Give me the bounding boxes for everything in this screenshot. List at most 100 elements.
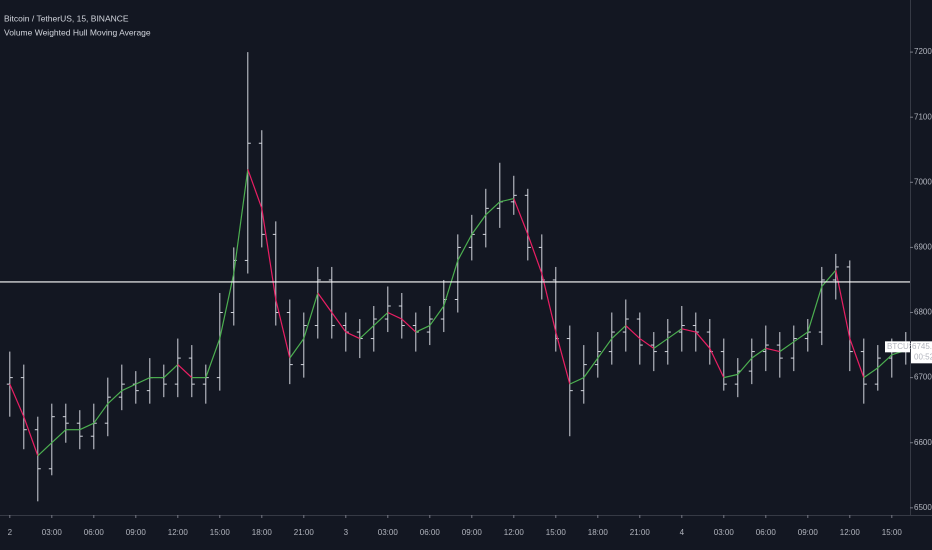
hma-segment: [261, 208, 277, 300]
y-tick-label: 7000.00: [914, 177, 932, 186]
hma-segment: [513, 198, 529, 235]
hma-segment: [275, 299, 291, 359]
hma-segment: [79, 422, 95, 431]
symbol-label-box: [885, 341, 910, 353]
hma-segment: [457, 234, 473, 261]
y-tick-label: 6600.00: [914, 438, 932, 447]
hma-segment: [555, 331, 571, 385]
x-tick-label: 15:00: [210, 528, 231, 537]
y-tick-label: 7200.00: [914, 47, 932, 56]
x-tick-label: 21:00: [630, 528, 651, 537]
x-tick-label: 06:00: [420, 528, 441, 537]
hma-segment: [121, 383, 137, 392]
hma-segment: [387, 311, 403, 320]
hma-segment: [359, 325, 375, 339]
hma-segment: [345, 331, 361, 340]
hma-segment: [751, 347, 767, 359]
x-tick-label: 03:00: [714, 528, 735, 537]
hma-segment: [233, 169, 249, 274]
hma-segment: [877, 354, 893, 369]
hma-segment: [373, 312, 389, 326]
hma-segment: [583, 357, 599, 378]
hma-segment: [289, 338, 305, 359]
hma-segment: [821, 269, 837, 287]
indicator-name: Volume Weighted Hull Moving Average: [4, 27, 151, 37]
hma-segment: [51, 429, 67, 444]
y-tick-label: 7100.00: [914, 112, 932, 121]
x-tick-label: 3: [344, 528, 349, 537]
x-tick-label: 18:00: [252, 528, 273, 537]
hma-segment: [107, 390, 123, 405]
x-tick-label: 12:00: [840, 528, 861, 537]
hma-segment: [723, 373, 738, 379]
y-tick-label: 6500.00: [914, 503, 932, 512]
hma-segment: [9, 383, 25, 417]
hma-segment: [415, 324, 431, 333]
x-tick-label: 12:00: [168, 528, 189, 537]
hma-segment: [737, 357, 753, 375]
x-tick-label: 15:00: [546, 528, 567, 537]
hma-segment: [863, 367, 879, 379]
y-tick-label: 6700.00: [914, 373, 932, 382]
x-tick-label: 06:00: [84, 528, 105, 537]
x-tick-label: 06:00: [756, 528, 777, 537]
hma-segment: [135, 377, 151, 385]
hma-segment: [317, 292, 333, 313]
x-tick-label: 09:00: [126, 528, 147, 537]
hma-segment: [695, 331, 711, 349]
hma-segment: [429, 305, 445, 326]
hma-segment: [471, 214, 487, 235]
x-tick-label: 09:00: [798, 528, 819, 537]
x-tick-label: 18:00: [588, 528, 609, 537]
hma-segment: [779, 341, 795, 353]
hma-segment: [681, 328, 696, 333]
hma-segment: [23, 416, 39, 456]
x-tick-label: 15:00: [882, 528, 903, 537]
y-tick-label: 6800.00: [914, 308, 932, 317]
hma-segment: [639, 338, 655, 349]
hma-segment: [849, 338, 865, 378]
hma-segment: [485, 201, 501, 216]
hma-segment: [709, 348, 725, 378]
hma-segment: [247, 169, 263, 209]
y-tick-label: 6900.00: [914, 243, 932, 252]
chart-title: Bitcoin / TetherUS, 15, BINANCE: [4, 13, 129, 23]
hma-segment: [219, 273, 235, 339]
hma-segment: [653, 338, 669, 349]
hma-segment: [205, 338, 221, 378]
hma-segment: [793, 331, 809, 343]
hma-segment: [177, 364, 193, 379]
hma-segment: [611, 325, 627, 339]
price-label: 6745.08: [912, 342, 932, 351]
hma-segment: [331, 312, 347, 333]
hma-segment: [625, 325, 641, 339]
hma-segment: [401, 318, 417, 333]
hma-segment: [443, 260, 459, 307]
x-tick-label: 21:00: [294, 528, 315, 537]
x-tick-label: 4: [680, 528, 685, 537]
hma-segment: [527, 234, 543, 274]
x-tick-label: 12:00: [504, 528, 525, 537]
countdown-label: 00:52: [914, 352, 932, 361]
hma-segment: [597, 338, 613, 359]
hma-segment: [303, 292, 319, 339]
hma-segment: [93, 403, 109, 424]
hma-line: [9, 169, 906, 457]
hma-segment: [667, 328, 683, 340]
symbol-label: BTCUSDT: [887, 342, 925, 351]
hma-segment: [37, 442, 53, 457]
price-label-box: [911, 341, 932, 364]
hma-segment: [163, 364, 179, 379]
hma-segment: [569, 377, 585, 385]
hma-segment: [541, 273, 557, 333]
hma-segment: [499, 197, 514, 203]
hma-segment: [765, 347, 780, 353]
x-tick-label: 2: [8, 528, 13, 537]
x-tick-label: 09:00: [462, 528, 483, 537]
hma-segment: [807, 286, 823, 333]
x-tick-label: 03:00: [378, 528, 399, 537]
x-tick-label: 03:00: [42, 528, 63, 537]
